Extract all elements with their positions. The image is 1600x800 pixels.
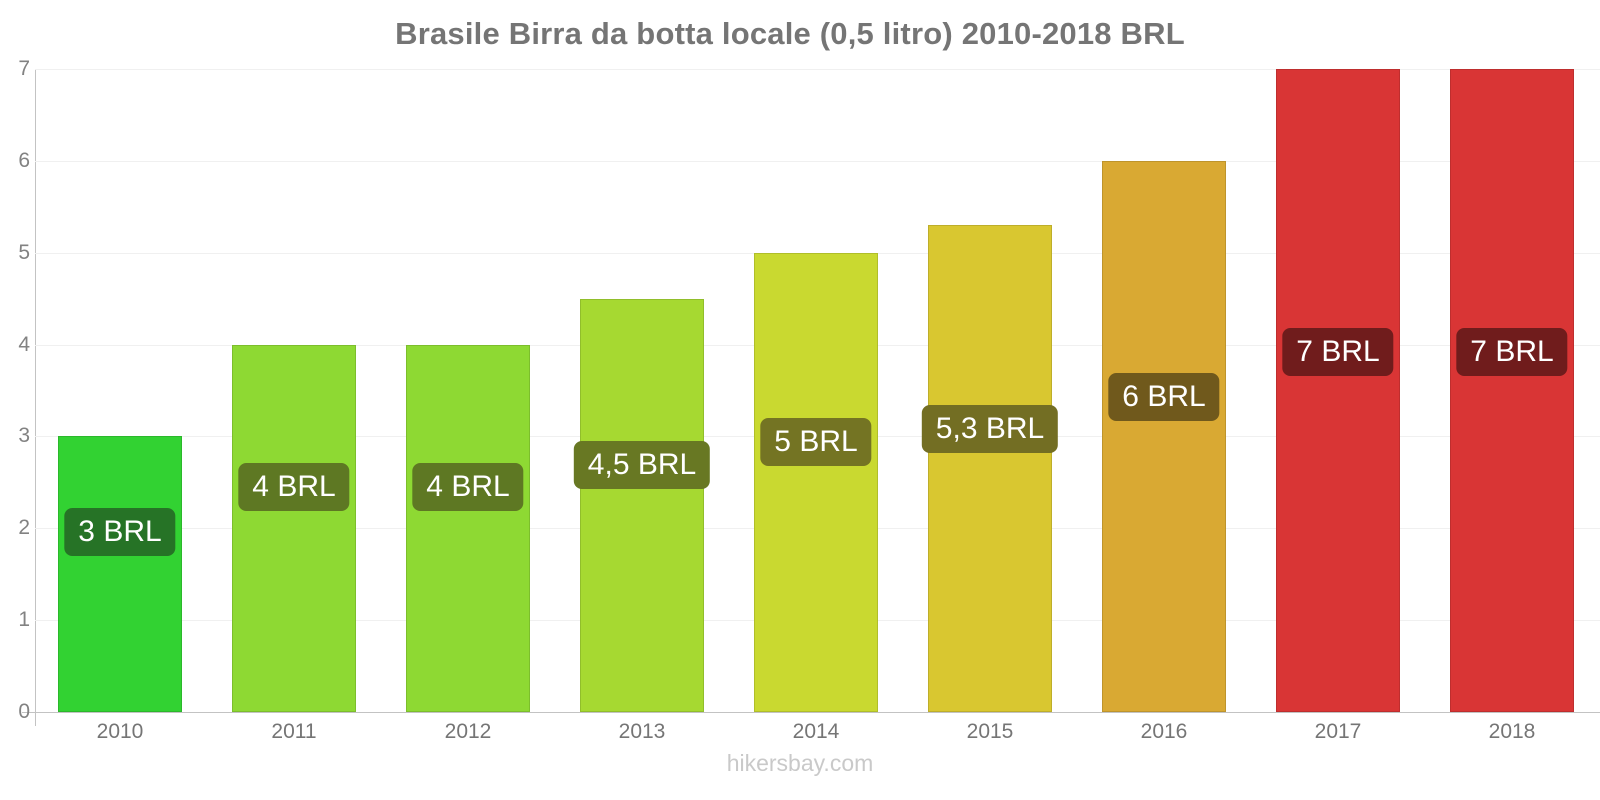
bar-2013[interactable] (580, 299, 704, 712)
bar-value-label-2018: 7 BRL (1456, 328, 1568, 376)
x-axis-label-2014: 2014 (792, 720, 840, 743)
bar-value-label-2016: 6 BRL (1108, 373, 1220, 421)
bar-value-label-2014: 5 BRL (760, 418, 872, 466)
bar-2016[interactable] (1102, 161, 1226, 712)
bar-2018[interactable] (1450, 69, 1574, 712)
x-axis-label-2016: 2016 (1140, 720, 1188, 743)
bar-2012[interactable] (406, 345, 530, 712)
bar-value-label-2012: 4 BRL (412, 463, 524, 511)
chart-title: Brasile Birra da botta locale (0,5 litro… (395, 16, 1185, 51)
x-axis-label-2017: 2017 (1314, 720, 1362, 743)
y-axis-tick-label-1: 1 (18, 608, 30, 631)
y-axis-tick-label-2: 2 (18, 516, 30, 539)
y-axis-tick-label-4: 4 (18, 333, 30, 356)
bar-value-label-2010: 3 BRL (64, 508, 176, 556)
y-axis-tick-label-5: 5 (18, 241, 30, 264)
gridline-7 (35, 69, 1600, 70)
y-axis-line (35, 69, 36, 726)
gridline-6 (35, 161, 1600, 162)
x-axis-label-2018: 2018 (1488, 720, 1536, 743)
bar-2017[interactable] (1276, 69, 1400, 712)
bar-value-label-2015: 5,3 BRL (921, 405, 1059, 453)
source-watermark: hikersbay.com (726, 750, 874, 776)
x-axis-label-2011: 2011 (271, 720, 317, 743)
bar-2015[interactable] (928, 225, 1052, 712)
y-axis-tick-label-3: 3 (18, 424, 30, 447)
y-axis-tick-label-6: 6 (18, 149, 30, 172)
x-axis-label-2013: 2013 (618, 720, 666, 743)
y-axis-tick-label-7: 7 (18, 57, 30, 80)
x-axis-label-2012: 2012 (444, 720, 492, 743)
y-axis-tick-label-0: 0 (18, 700, 30, 723)
bar-2010[interactable] (58, 436, 182, 712)
x-axis-label-2010: 2010 (96, 720, 144, 743)
bar-value-label-2017: 7 BRL (1282, 328, 1394, 376)
bar-value-label-2013: 4,5 BRL (573, 441, 711, 489)
bar-value-label-2011: 4 BRL (238, 463, 350, 511)
bar-2014[interactable] (754, 253, 878, 712)
x-axis-line (22, 712, 1600, 713)
x-axis-label-2015: 2015 (966, 720, 1014, 743)
bar-2011[interactable] (232, 345, 356, 712)
